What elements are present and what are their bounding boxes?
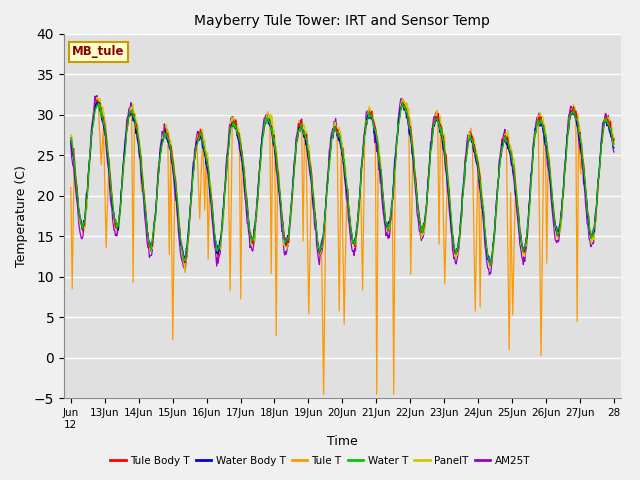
Text: MB_tule: MB_tule <box>72 46 125 59</box>
X-axis label: Time: Time <box>327 435 358 448</box>
Title: Mayberry Tule Tower: IRT and Sensor Temp: Mayberry Tule Tower: IRT and Sensor Temp <box>195 14 490 28</box>
Y-axis label: Temperature (C): Temperature (C) <box>15 165 28 267</box>
Legend: Tule Body T, Water Body T, Tule T, Water T, PanelT, AM25T: Tule Body T, Water Body T, Tule T, Water… <box>106 452 534 470</box>
